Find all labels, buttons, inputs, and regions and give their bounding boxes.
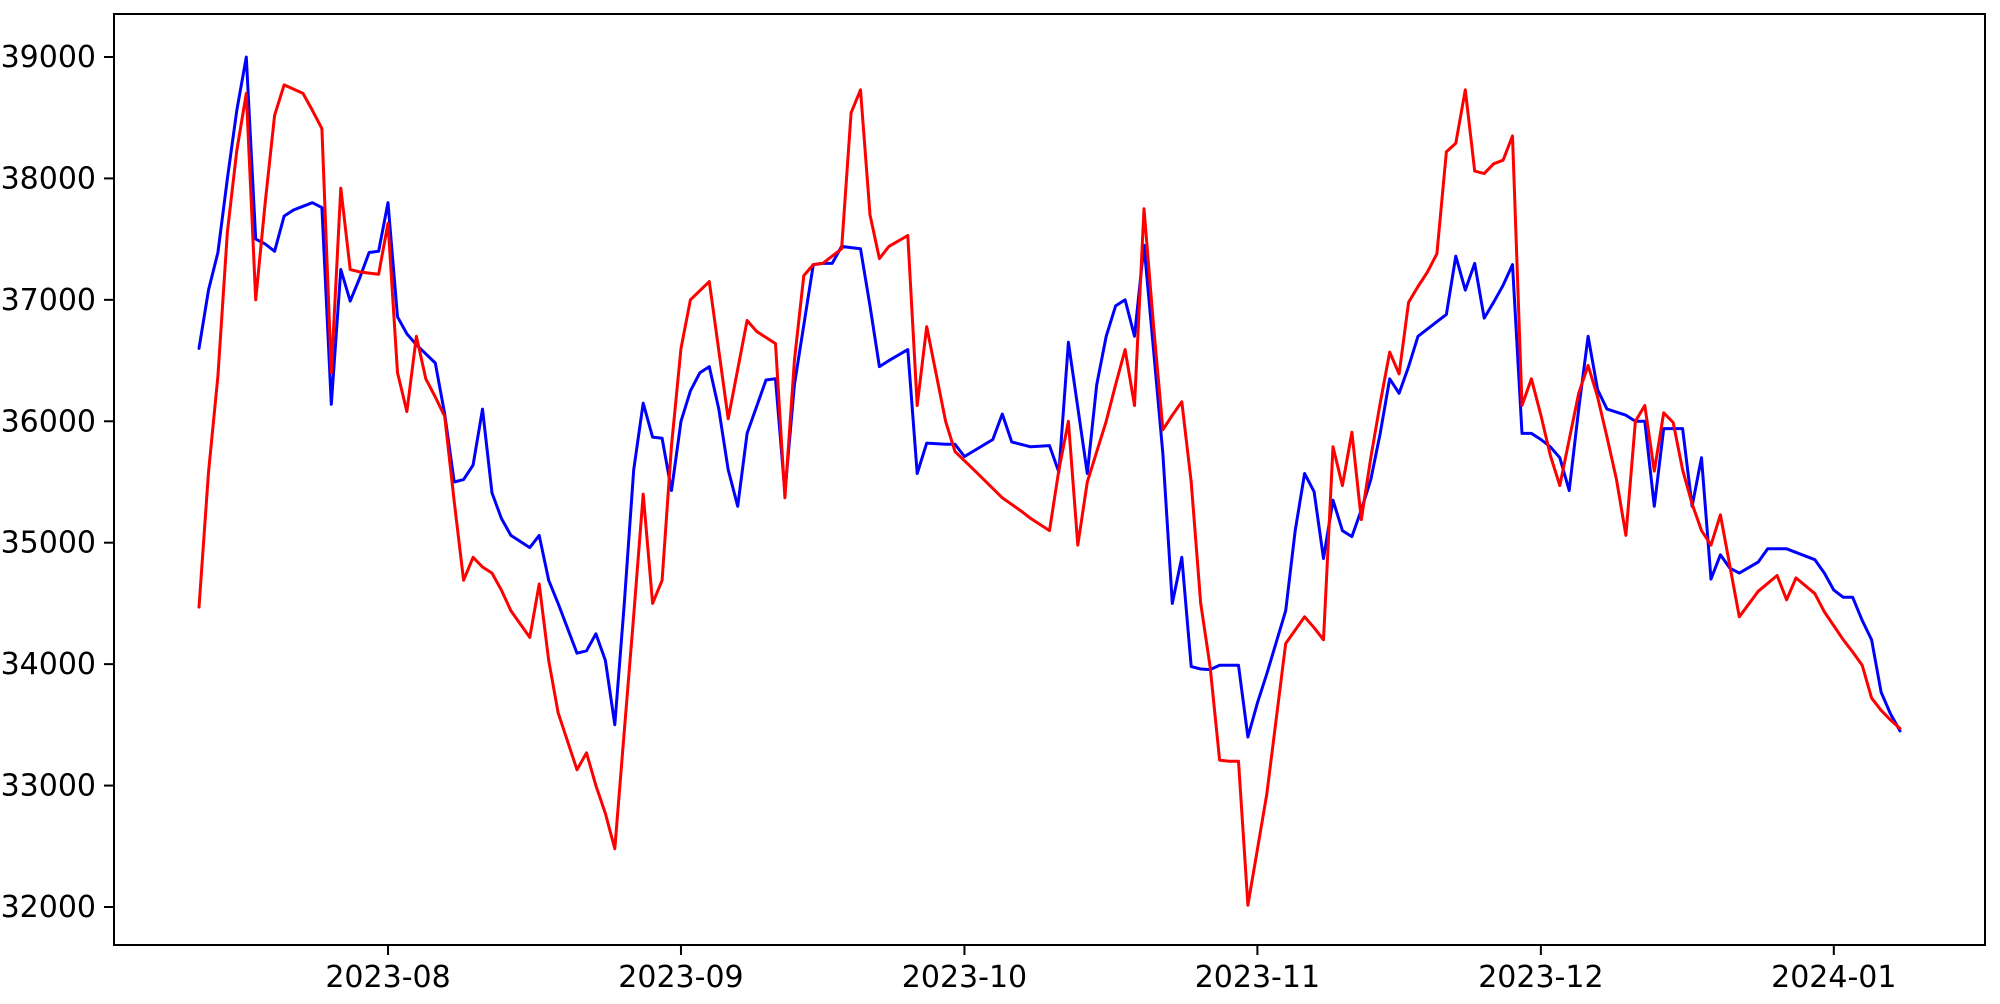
x-tick-label: 2023-10	[902, 960, 1027, 995]
x-tick-label: 2023-08	[325, 960, 450, 995]
y-tick-label: 39000	[1, 40, 96, 75]
y-tick-label: 33000	[1, 769, 96, 804]
series-line-red	[197, 83, 1902, 907]
y-tick-label: 32000	[1, 890, 96, 925]
y-tick-label: 35000	[1, 526, 96, 561]
y-tick-label: 38000	[1, 161, 96, 196]
y-tick-label: 36000	[1, 404, 96, 439]
x-tick-label: 2023-12	[1478, 960, 1603, 995]
y-tick-label: 34000	[1, 647, 96, 682]
series-line-blue	[197, 55, 1902, 739]
plot-border	[113, 13, 1986, 946]
x-tick-label: 2023-09	[618, 960, 743, 995]
x-tick-label: 2023-11	[1195, 960, 1320, 995]
y-tick-label: 37000	[1, 283, 96, 318]
x-tick-label: 2024-01	[1771, 960, 1896, 995]
